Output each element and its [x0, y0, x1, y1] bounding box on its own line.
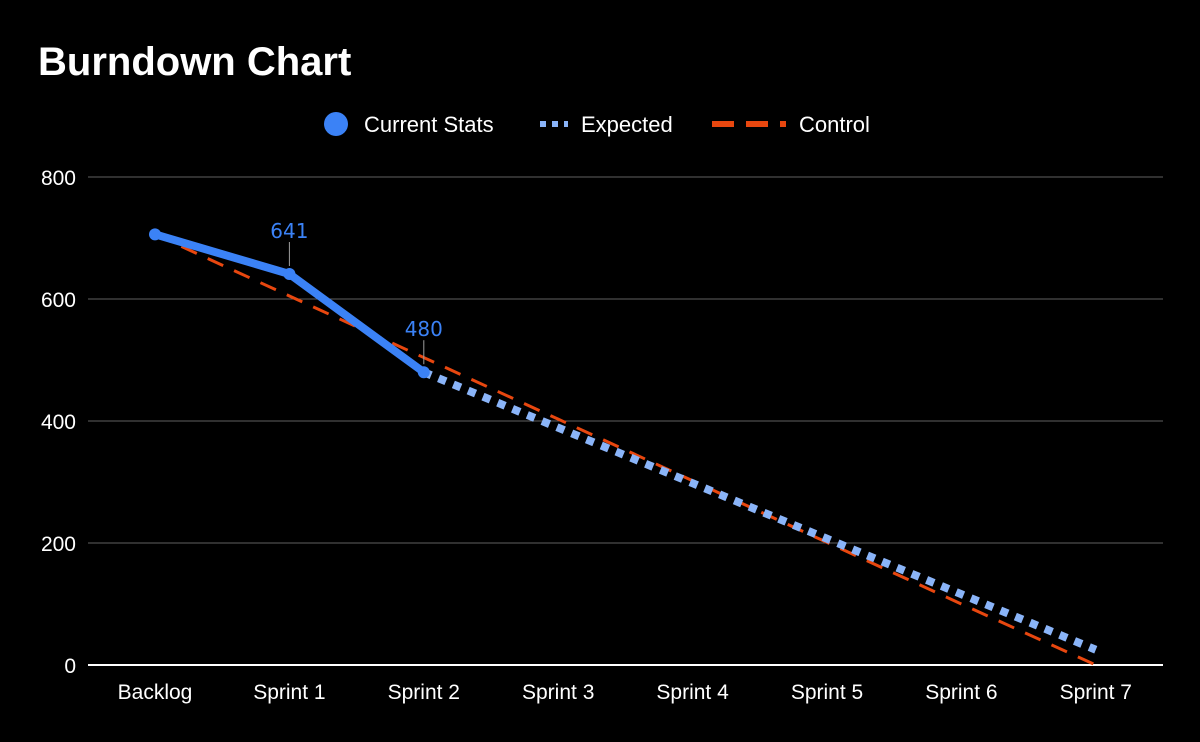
legend-marker-current-stats	[324, 112, 348, 136]
series-layer	[149, 228, 1098, 667]
gridlines	[88, 176, 1163, 666]
legend-label-control: Control	[799, 112, 870, 137]
x-tick-label: Sprint 1	[253, 681, 325, 704]
y-tick-label: 200	[41, 533, 76, 556]
data-labels: 641 480	[270, 219, 443, 365]
legend-label-current-stats: Current Stats	[364, 112, 494, 137]
x-tick-label: Sprint 4	[656, 681, 729, 704]
x-tick-label: Sprint 2	[388, 681, 460, 704]
data-point-current-stats	[283, 267, 296, 280]
x-tick-label: Sprint 6	[925, 681, 997, 704]
data-label-current-stats: 641	[270, 219, 308, 243]
y-tick-label: 600	[41, 289, 76, 312]
x-tick-label: Sprint 5	[791, 681, 863, 704]
data-point-current-stats	[149, 228, 161, 241]
y-tick-label: 800	[41, 167, 76, 190]
x-tick-label: Sprint 7	[1060, 681, 1132, 704]
data-label-current-stats: 480	[405, 317, 443, 341]
x-tick-label: Backlog	[118, 681, 193, 704]
y-axis-ticks: 0 200 400 600 800	[41, 167, 76, 678]
y-tick-label: 400	[41, 411, 76, 434]
x-axis-ticks: Backlog Sprint 1 Sprint 2 Sprint 3 Sprint 4 S…	[118, 681, 1132, 704]
data-point-current-stats	[417, 366, 430, 379]
chart-title: Burndown Chart	[38, 40, 351, 84]
y-tick-label: 0	[64, 655, 76, 678]
x-tick-label: Sprint 3	[522, 681, 594, 704]
legend-label-expected: Expected	[581, 112, 673, 137]
legend: Current Stats Expected Control	[324, 112, 870, 137]
